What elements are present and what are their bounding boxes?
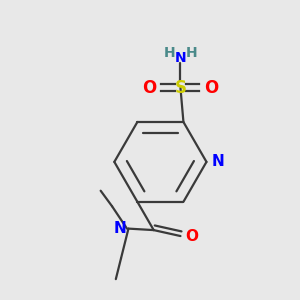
Text: H: H [164,46,175,60]
Text: N: N [212,154,225,169]
Text: O: O [185,229,198,244]
Text: N: N [113,221,126,236]
Text: S: S [175,79,187,97]
Text: O: O [142,79,157,97]
Text: N: N [175,51,186,65]
Text: O: O [204,79,218,97]
Text: H: H [186,46,198,60]
